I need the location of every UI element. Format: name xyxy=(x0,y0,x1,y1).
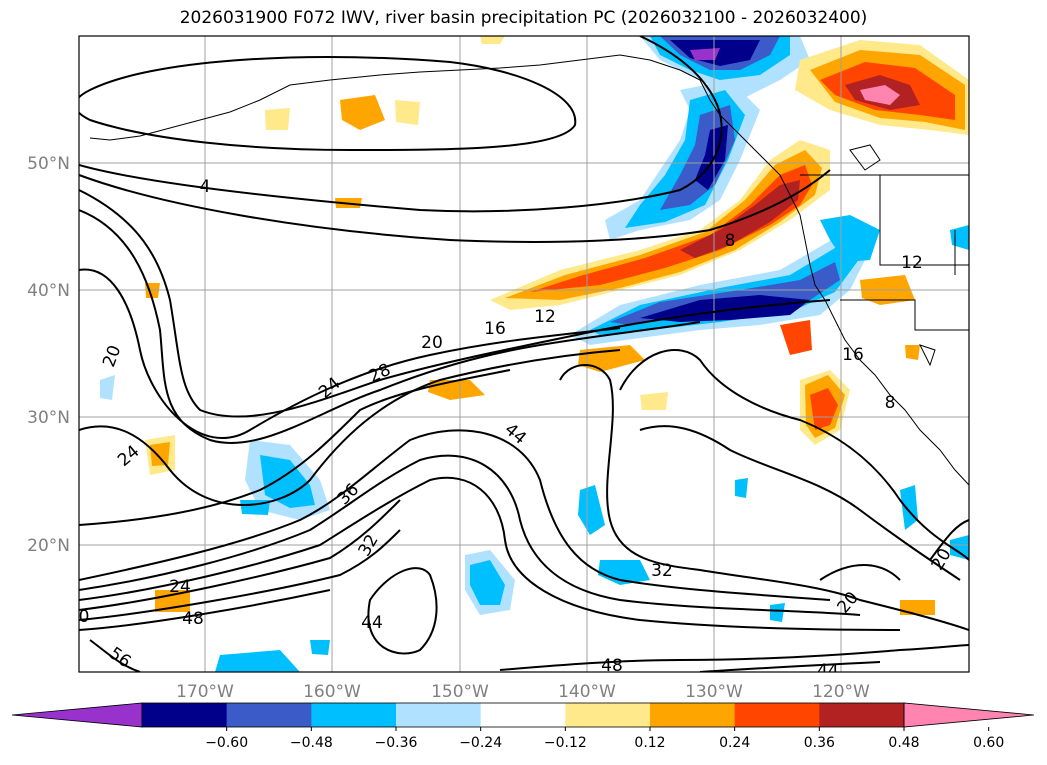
contour-label: 12 xyxy=(534,307,556,327)
colorbar-frame xyxy=(141,702,905,728)
lat-label-20: 20°N xyxy=(27,536,70,556)
colorbar-tick-label: −0.12 xyxy=(544,735,587,751)
lat-label-40: 40°N xyxy=(27,281,70,301)
contour-label: 0 xyxy=(79,607,90,627)
colorbar-segment xyxy=(819,703,905,727)
iwv-contours xyxy=(79,36,969,672)
colorbar-segment xyxy=(226,703,312,727)
contour-label: 16 xyxy=(842,345,864,365)
latitude-labels: 50°N 40°N 30°N 20°N xyxy=(27,154,70,556)
colorbar-tick-label: −0.24 xyxy=(459,735,502,751)
plot-frame xyxy=(78,35,970,673)
colorbar-extend-min xyxy=(11,702,143,728)
contour-label: 20 xyxy=(421,333,443,353)
colorbar-segments xyxy=(11,702,1035,728)
colorbar-segment xyxy=(142,703,228,727)
colorbar-segment xyxy=(311,703,397,727)
contour-label: 32 xyxy=(651,561,673,581)
positive-precip-patches xyxy=(145,36,969,615)
lat-label-30: 30°N xyxy=(27,408,70,428)
colorbar: −0.60 −0.48 −0.36 −0.24 −0.12 0.12 0.24 0.36 0.4… xyxy=(11,702,1035,751)
lon-label-120: 120°W xyxy=(812,682,870,702)
colorbar-tick-label: −0.60 xyxy=(205,735,248,751)
lon-label-140: 140°W xyxy=(558,682,616,702)
colorbar-segment xyxy=(480,703,566,727)
contour-label: 24 xyxy=(169,577,191,597)
colorbar-tick-label: −0.36 xyxy=(375,735,418,751)
colorbar-segment xyxy=(565,703,651,727)
contour-label: 8 xyxy=(885,393,896,413)
lon-label-170: 170°W xyxy=(176,682,234,702)
contour-label: 4 xyxy=(200,177,211,197)
colorbar-tick-label: 0.12 xyxy=(634,735,665,751)
colorbar-tick-label: 0.36 xyxy=(804,735,835,751)
contour-label: 48 xyxy=(182,609,204,629)
colorbar-tick-label: 0.48 xyxy=(888,735,919,751)
lon-label-130: 130°W xyxy=(685,682,743,702)
lon-label-150: 150°W xyxy=(431,682,489,702)
contour-label: 44 xyxy=(817,661,839,681)
colorbar-extend-max xyxy=(903,702,1035,728)
contour-label: 12 xyxy=(901,253,923,273)
colorbar-tick-label: 0.60 xyxy=(973,735,1004,751)
contour-label: 8 xyxy=(725,231,736,251)
colorbar-tick-label: −0.48 xyxy=(290,735,333,751)
contour-label: 48 xyxy=(601,656,623,676)
contour-label: 16 xyxy=(484,319,506,339)
colorbar-segment xyxy=(396,703,482,727)
longitude-labels: 170°W 160°W 150°W 140°W 130°W 120°W xyxy=(176,682,870,702)
colorbar-segment xyxy=(650,703,736,727)
colorbar-ticks: −0.60 −0.48 −0.36 −0.24 −0.12 0.12 0.24 0.36 0.4… xyxy=(205,727,1004,751)
contour-label: 44 xyxy=(361,613,383,633)
map-title: 2026031900 F072 IWV, river basin precipi… xyxy=(179,8,868,28)
map-plot-area: 4 8 12 16 20 24 28 32 36 44 48 56 0 20 2… xyxy=(79,36,969,681)
lon-label-160: 160°W xyxy=(303,682,361,702)
colorbar-segment xyxy=(734,703,820,727)
colorbar-tick-label: 0.24 xyxy=(719,735,750,751)
negative-precip-patches xyxy=(100,36,969,672)
lat-label-50: 50°N xyxy=(27,154,70,174)
